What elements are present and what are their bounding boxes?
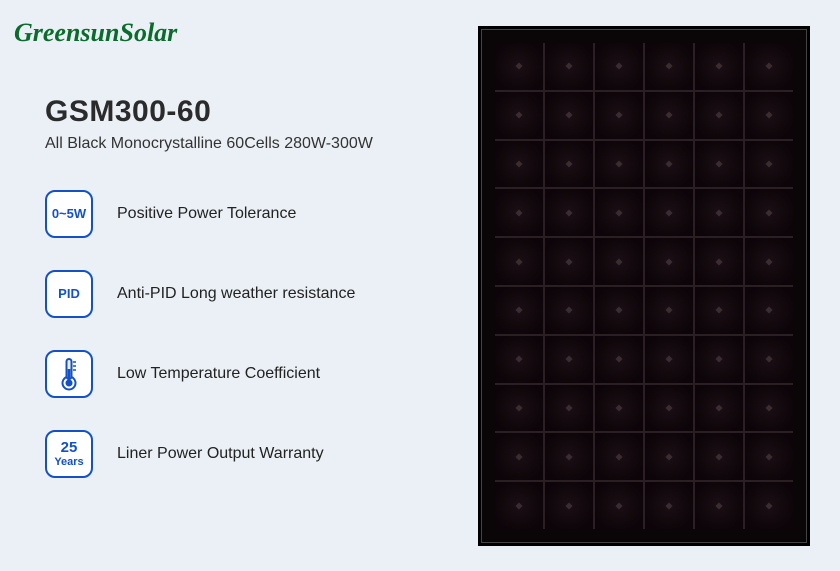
solar-cell: [495, 336, 543, 383]
solar-cell: [495, 385, 543, 432]
solar-cell: [495, 433, 543, 480]
solar-cell: [495, 92, 543, 139]
solar-cell: [645, 385, 693, 432]
solar-cell: [745, 385, 793, 432]
solar-cell: [595, 189, 643, 236]
solar-cell: [595, 141, 643, 188]
solar-cell: [495, 43, 543, 90]
solar-cell: [595, 43, 643, 90]
warranty-icon: 25 Years: [45, 430, 93, 478]
solar-cell: [495, 287, 543, 334]
feature-item: Low Temperature Coefficient: [45, 350, 355, 398]
solar-cell: [695, 336, 743, 383]
solar-cell: [695, 385, 743, 432]
solar-cell: [545, 433, 593, 480]
solar-cell: [645, 189, 693, 236]
thermometer-icon: [45, 350, 93, 398]
solar-cell: [495, 482, 543, 529]
solar-cell: [745, 287, 793, 334]
feature-item: 25 Years Liner Power Output Warranty: [45, 430, 355, 478]
feature-label: Liner Power Output Warranty: [117, 445, 324, 463]
product-subtitle: All Black Monocrystalline 60Cells 280W-3…: [45, 135, 373, 153]
solar-cell: [595, 482, 643, 529]
tolerance-icon: 0~5W: [45, 190, 93, 238]
solar-cell: [645, 336, 693, 383]
solar-cell: [545, 482, 593, 529]
solar-cell: [595, 385, 643, 432]
brand-part1: Greensun: [14, 18, 119, 47]
solar-cell: [545, 141, 593, 188]
feature-label: Anti-PID Long weather resistance: [117, 285, 355, 303]
solar-cell: [695, 189, 743, 236]
solar-cell: [745, 433, 793, 480]
solar-cell: [745, 336, 793, 383]
solar-cell: [545, 189, 593, 236]
solar-cell: [745, 482, 793, 529]
solar-cell: [695, 433, 743, 480]
solar-cell: [745, 43, 793, 90]
solar-cell: [695, 287, 743, 334]
solar-cell: [695, 238, 743, 285]
solar-cell: [695, 482, 743, 529]
product-model: GSM300-60: [45, 95, 373, 129]
solar-cell: [695, 92, 743, 139]
solar-cell: [745, 189, 793, 236]
solar-cell: [695, 43, 743, 90]
solar-cell: [545, 92, 593, 139]
solar-cell: [495, 141, 543, 188]
feature-label: Positive Power Tolerance: [117, 205, 296, 223]
solar-cell: [495, 189, 543, 236]
solar-cell: [645, 482, 693, 529]
solar-cell: [645, 287, 693, 334]
solar-cell: [695, 141, 743, 188]
solar-panel-image: [478, 26, 810, 546]
solar-cell: [545, 385, 593, 432]
icon-line2: Years: [54, 456, 83, 468]
icon-line1: 25: [61, 440, 78, 457]
solar-cell: [545, 238, 593, 285]
solar-cell: [645, 92, 693, 139]
solar-cell: [745, 92, 793, 139]
solar-panel-grid: [495, 43, 793, 529]
solar-cell: [545, 43, 593, 90]
solar-cell: [595, 238, 643, 285]
solar-cell: [595, 336, 643, 383]
brand-part2: Solar: [119, 18, 177, 47]
solar-cell: [545, 287, 593, 334]
solar-cell: [745, 141, 793, 188]
feature-item: 0~5W Positive Power Tolerance: [45, 190, 355, 238]
solar-cell: [645, 433, 693, 480]
feature-item: PID Anti-PID Long weather resistance: [45, 270, 355, 318]
icon-text: PID: [58, 287, 80, 301]
solar-cell: [745, 238, 793, 285]
solar-cell: [545, 336, 593, 383]
brand-logo: GreensunSolar: [14, 18, 177, 48]
pid-icon: PID: [45, 270, 93, 318]
solar-cell: [595, 433, 643, 480]
feature-list: 0~5W Positive Power Tolerance PID Anti-P…: [45, 190, 355, 510]
icon-text: 0~5W: [52, 207, 86, 221]
feature-label: Low Temperature Coefficient: [117, 365, 320, 383]
solar-cell: [595, 92, 643, 139]
solar-cell: [645, 43, 693, 90]
product-heading: GSM300-60 All Black Monocrystalline 60Ce…: [45, 95, 373, 153]
solar-cell: [645, 238, 693, 285]
solar-cell: [645, 141, 693, 188]
solar-cell: [595, 287, 643, 334]
solar-cell: [495, 238, 543, 285]
